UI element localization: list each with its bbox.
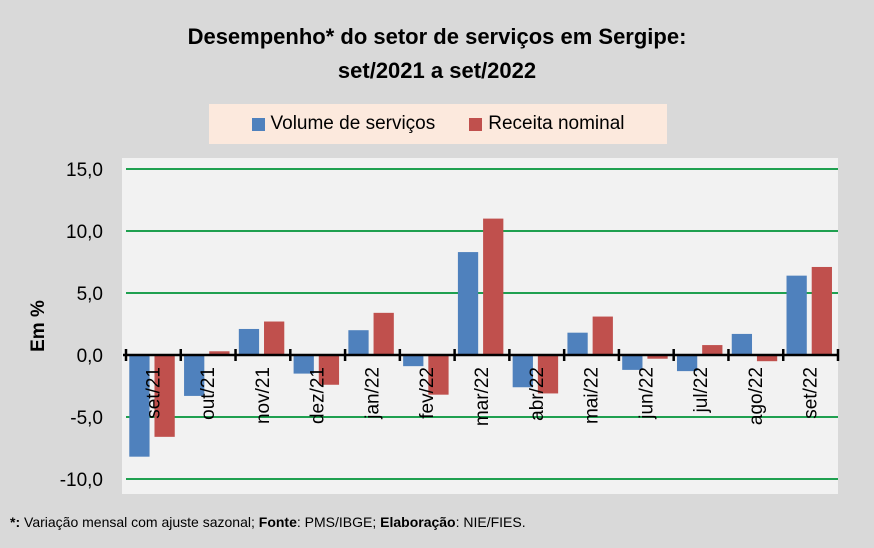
x-tick-label: dez/21	[308, 367, 329, 424]
x-tick-label: set/21	[143, 367, 164, 419]
bar-receita	[756, 355, 778, 362]
x-tick-label: jul/22	[691, 367, 712, 413]
bar-receita	[811, 266, 832, 355]
bar-receita	[647, 355, 668, 359]
bar-volume	[403, 355, 424, 367]
x-tick-label: jan/22	[362, 367, 383, 420]
footnote: *: Variação mensal com ajuste sazonal; F…	[10, 514, 526, 530]
chart-title: Desempenho* do setor de serviços em Serg…	[0, 20, 874, 88]
x-tick-label: out/21	[198, 367, 219, 420]
footnote-text: Variação mensal com ajuste sazonal;	[20, 514, 259, 530]
title-line-2: set/2021 a set/2022	[337, 58, 537, 83]
legend-swatch-receita	[469, 117, 483, 131]
legend-item-receita: Receita nominal	[469, 113, 625, 135]
y-tick-label: 5,0	[77, 284, 103, 305]
y-tick-label: -10,0	[60, 470, 103, 491]
bar-volume	[184, 355, 205, 396]
x-tick-label: ago/22	[746, 367, 767, 425]
bar-volume	[129, 355, 150, 457]
legend-item-volume: Volume de serviços	[251, 113, 436, 135]
footnote-star: *:	[10, 514, 21, 530]
bar-receita	[318, 355, 340, 385]
bar-volume	[731, 333, 753, 355]
y-tick-label: 0,0	[77, 346, 103, 367]
legend: Volume de serviços Receita nominal	[209, 104, 667, 144]
legend-label-volume: Volume de serviços	[270, 113, 436, 134]
x-tick-label: fev/22	[417, 367, 438, 419]
bar-volume	[238, 328, 260, 355]
footnote-elab: : NIE/FIES.	[455, 514, 526, 530]
bar-receita	[264, 321, 285, 355]
x-tick-label: abr/22	[527, 367, 548, 421]
bar-receita	[373, 312, 394, 355]
x-tick-label: jun/22	[636, 367, 657, 420]
plot-area	[122, 158, 838, 494]
y-tick-label: -5,0	[70, 408, 103, 429]
bar-volume	[457, 252, 479, 355]
bar-volume	[348, 330, 369, 355]
footnote-fonte: : PMS/IBGE;	[296, 514, 381, 530]
bar-receita	[702, 345, 723, 355]
bar-volume	[293, 355, 314, 374]
bar-volume	[622, 355, 643, 370]
bar-volume	[676, 355, 698, 372]
y-tick-label: 15,0	[66, 160, 103, 181]
legend-label-receita: Receita nominal	[488, 113, 625, 134]
x-tick-label: set/22	[801, 367, 822, 419]
footnote-elab-label: Elaboração	[380, 514, 456, 530]
bar-receita	[537, 355, 559, 394]
legend-swatch-volume	[251, 117, 265, 131]
x-tick-label: mar/22	[472, 367, 493, 426]
title-line-1: Desempenho* do setor de serviços em Serg…	[187, 24, 687, 49]
y-axis-label: Em %	[28, 300, 49, 352]
bar-volume	[567, 332, 588, 355]
x-tick-label: nov/21	[253, 367, 274, 424]
bar-receita	[483, 218, 504, 355]
bar-receita	[592, 316, 613, 355]
y-tick-label: 10,0	[66, 222, 103, 243]
bar-receita	[154, 355, 175, 437]
bar-volume	[512, 355, 533, 388]
bar-receita	[209, 351, 230, 355]
bar-volume	[786, 275, 807, 355]
footnote-fonte-label: Fonte	[258, 514, 297, 530]
x-tick-label: mai/22	[582, 367, 603, 424]
bar-receita	[428, 355, 449, 395]
